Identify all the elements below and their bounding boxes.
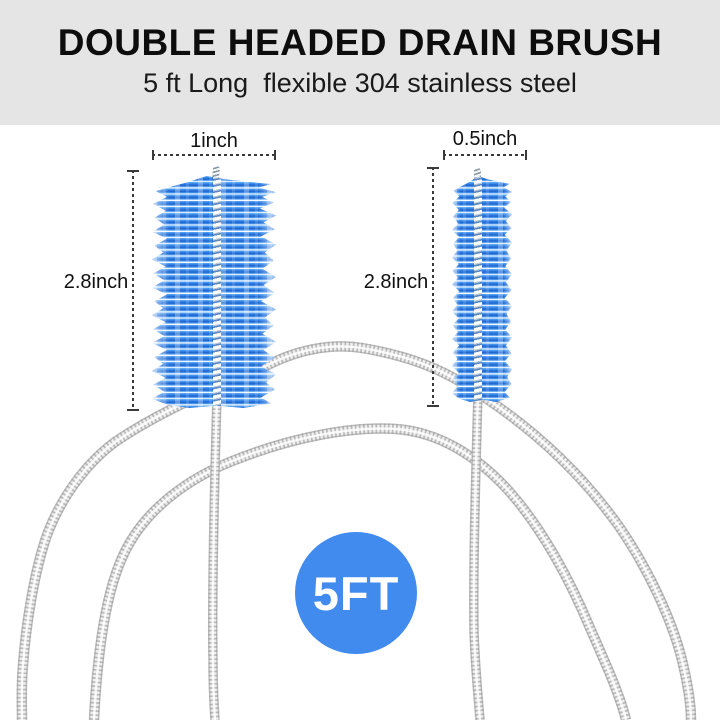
- right-brush-width-measure-line: [443, 150, 527, 160]
- cable-outer-left: [22, 401, 188, 720]
- length-badge: 5FT: [295, 532, 417, 654]
- left-brush-width-measure-line: [152, 150, 276, 160]
- cable-right-brush-stem: [474, 390, 480, 720]
- right-brush-width-label: 0.5inch: [452, 128, 518, 150]
- right-brush-twisted-stem: [474, 176, 482, 402]
- page-title: DOUBLE HEADED DRAIN BRUSH: [57, 22, 663, 63]
- left-brush-height-measure-line: [127, 170, 139, 411]
- left-brush-twisted-stem: [213, 176, 221, 408]
- page-subtitle: 5 ft Long flexible 304 stainless steel: [143, 68, 577, 98]
- header-band: DOUBLE HEADED DRAIN BRUSH 5 ft Long flex…: [0, 0, 720, 125]
- cable-left-brush-stem: [213, 396, 217, 720]
- left-brush-height-label: 2.8inch: [63, 271, 129, 293]
- right-brush-head: [452, 176, 512, 402]
- right-brush-height-label: 2.8inch: [363, 271, 429, 293]
- length-badge-text: 5FT: [312, 566, 400, 620]
- right-brush-height-measure-line: [427, 167, 439, 407]
- left-brush-head: [152, 176, 276, 408]
- left-brush-width-label: 1inch: [190, 130, 238, 152]
